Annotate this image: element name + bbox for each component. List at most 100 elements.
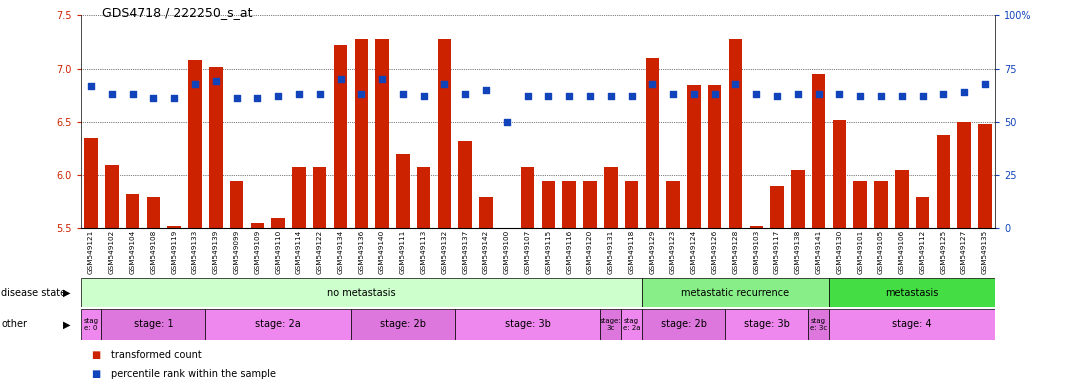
Point (706, 91, 723, 97)
Point (478, 87, 495, 93)
Bar (81, 278, 642, 307)
Bar (791, 170, 805, 228)
Text: ■: ■ (91, 350, 101, 360)
Bar (355, 39, 368, 228)
Text: other: other (1, 319, 27, 329)
Point (145, 95, 162, 101)
Bar (916, 197, 930, 228)
Point (581, 93, 598, 99)
Bar (168, 226, 181, 228)
Text: stag
e: 3c: stag e: 3c (810, 318, 827, 331)
Bar (416, 167, 430, 228)
Point (831, 91, 848, 97)
Text: stage: 2b: stage: 2b (380, 319, 426, 329)
Point (519, 93, 536, 99)
Point (394, 91, 411, 97)
Bar (563, 180, 576, 228)
Bar (230, 180, 243, 228)
Point (914, 93, 931, 99)
Point (270, 93, 287, 99)
Point (851, 93, 868, 99)
Point (810, 91, 827, 97)
Bar (666, 180, 680, 228)
Point (603, 93, 620, 99)
Bar (206, 309, 351, 340)
Text: stage: 3b: stage: 3b (744, 319, 790, 329)
Point (331, 76, 349, 82)
Point (103, 91, 121, 97)
Bar (126, 194, 140, 228)
Text: disease state: disease state (1, 288, 67, 298)
Bar (895, 170, 908, 228)
Point (436, 81, 453, 87)
Bar (978, 124, 992, 228)
Point (208, 78, 225, 84)
Bar (541, 180, 555, 228)
Bar (958, 122, 971, 228)
Point (353, 91, 370, 97)
Text: ▶: ▶ (63, 319, 70, 329)
Bar (829, 309, 995, 340)
Bar (728, 39, 742, 228)
Bar (293, 167, 306, 228)
Bar (936, 135, 950, 228)
Bar (376, 39, 388, 228)
Text: stage: 3b: stage: 3b (505, 319, 551, 329)
Bar (81, 309, 101, 340)
Point (186, 81, 203, 87)
Point (643, 81, 661, 87)
Text: stag
e: 0: stag e: 0 (84, 318, 99, 331)
Text: percentile rank within the sample: percentile rank within the sample (111, 369, 275, 379)
Point (311, 91, 328, 97)
Text: stage: 2b: stage: 2b (661, 319, 707, 329)
Point (249, 95, 266, 101)
Bar (479, 197, 493, 228)
Point (228, 95, 245, 101)
Bar (874, 180, 888, 228)
Text: no metastasis: no metastasis (327, 288, 396, 298)
Bar (271, 218, 285, 228)
Text: ■: ■ (91, 369, 101, 379)
Point (727, 81, 745, 87)
Point (623, 93, 640, 99)
Text: metastasis: metastasis (886, 288, 939, 298)
Bar (688, 84, 700, 228)
Point (935, 91, 952, 97)
Bar (458, 141, 472, 228)
Bar (351, 309, 455, 340)
Point (955, 89, 973, 95)
Point (415, 93, 433, 99)
Point (373, 76, 391, 82)
Bar (209, 66, 223, 228)
Point (893, 93, 910, 99)
Bar (604, 167, 618, 228)
Text: stage:
3c: stage: 3c (600, 318, 622, 331)
Point (873, 93, 890, 99)
Bar (853, 180, 867, 228)
Bar (833, 120, 846, 228)
Bar (812, 74, 825, 228)
Bar (600, 309, 621, 340)
Bar (84, 138, 98, 228)
Bar (521, 167, 535, 228)
Bar (438, 39, 451, 228)
Bar (146, 197, 160, 228)
Point (768, 93, 785, 99)
Point (665, 91, 682, 97)
Point (748, 91, 765, 97)
Text: stage: 2a: stage: 2a (255, 319, 301, 329)
Point (498, 119, 515, 125)
Point (83, 83, 100, 89)
Text: GDS4718 / 222250_s_at: GDS4718 / 222250_s_at (102, 6, 253, 19)
Bar (313, 167, 326, 228)
Bar (708, 84, 721, 228)
Bar (101, 309, 206, 340)
Bar (621, 309, 642, 340)
Bar (646, 58, 660, 228)
Bar (750, 226, 763, 228)
Bar (455, 309, 600, 340)
Bar (625, 180, 638, 228)
Bar (396, 154, 410, 228)
Bar (583, 180, 597, 228)
Text: ▶: ▶ (63, 288, 70, 298)
